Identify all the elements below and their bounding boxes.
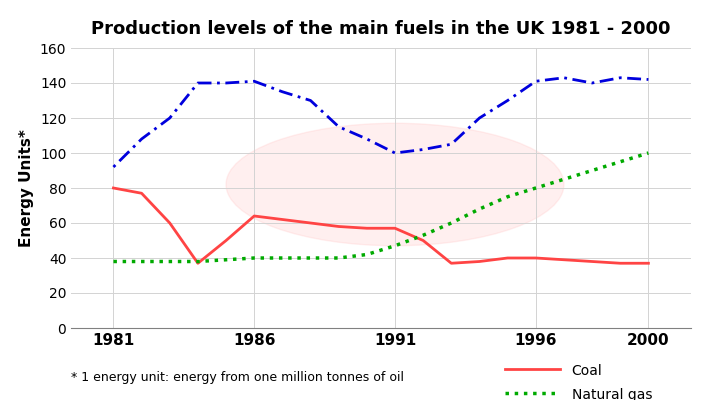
Y-axis label: Energy Units*: Energy Units* bbox=[19, 129, 34, 247]
Text: * 1 energy unit: energy from one million tonnes of oil: * 1 energy unit: energy from one million… bbox=[71, 371, 404, 384]
Legend: Coal, Natural gas, Petroleum: Coal, Natural gas, Petroleum bbox=[499, 357, 658, 400]
Ellipse shape bbox=[226, 123, 564, 246]
Title: Production levels of the main fuels in the UK 1981 - 2000: Production levels of the main fuels in t… bbox=[91, 20, 671, 38]
